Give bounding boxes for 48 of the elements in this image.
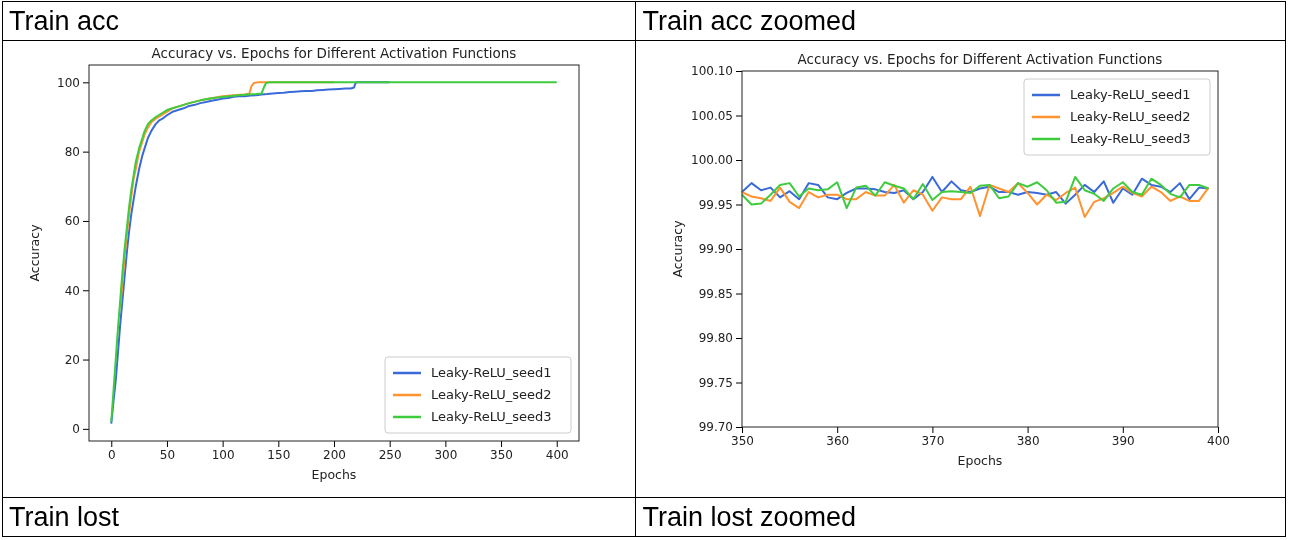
x-tick-label: 380 <box>1017 433 1041 448</box>
y-tick-label: 20 <box>64 352 80 367</box>
x-tick-label: 350 <box>490 447 513 462</box>
y-tick-label: 99.85 <box>699 286 734 301</box>
x-tick-label: 400 <box>1207 433 1231 448</box>
y-tick-label: 100.10 <box>691 64 734 79</box>
x-tick-label: 150 <box>267 447 291 462</box>
x-tick-label: 100 <box>211 447 235 462</box>
x-tick-label: 360 <box>826 433 850 448</box>
text: Train lost <box>2 497 636 537</box>
chart-subtitle: Train acc zoomed <box>635 1 1286 41</box>
y-axis-title: Accuracy <box>670 219 686 278</box>
x-tick-label: 0 <box>107 447 116 462</box>
y-tick-label: 99.95 <box>699 197 734 212</box>
x-tick-label: 300 <box>434 447 458 462</box>
y-tick-label: 0 <box>72 422 80 437</box>
x-tick-label: 200 <box>323 447 346 462</box>
x-tick-label: 250 <box>378 447 402 462</box>
line-series <box>741 182 1210 218</box>
y-tick-label: 99.75 <box>699 375 734 390</box>
x-tick-label: 50 <box>159 447 176 462</box>
y-tick-label: 100.05 <box>691 108 734 123</box>
chart-title: Accuracy vs. Epochs for Different Activation Functions <box>151 45 517 61</box>
y-tick-label: 99.90 <box>699 242 734 257</box>
y-tick-label: 40 <box>64 283 80 298</box>
legend-label: Leaky-ReLU_seed3 <box>431 409 552 424</box>
y-tick-label: 60 <box>64 214 80 229</box>
x-tick-label: 400 <box>545 447 569 462</box>
x-axis-title: Epochs <box>311 467 357 482</box>
y-axis-title: Accuracy <box>27 223 42 282</box>
legend-label: Leaky-ReLU_seed3 <box>1070 131 1192 146</box>
legend-label: Leaky-ReLU_seed2 <box>1070 109 1192 124</box>
legend-label: Leaky-ReLU_seed1 <box>431 365 552 380</box>
x-axis-title: Epochs <box>958 453 1003 468</box>
x-tick-label: 370 <box>921 433 945 448</box>
y-tick-label: 100.00 <box>691 153 734 168</box>
x-tick-label: 350 <box>731 433 755 448</box>
chart-subtitle: Train acc <box>2 1 636 41</box>
y-tick-label: 80 <box>64 144 80 159</box>
y-tick-label: 100 <box>57 75 80 90</box>
text: Train lost zoomed <box>635 497 1286 537</box>
line-series <box>110 81 558 423</box>
legend-label: Leaky-ReLU_seed1 <box>1070 87 1192 102</box>
legend-label: Leaky-ReLU_seed2 <box>431 387 552 402</box>
chart-title: Accuracy vs. Epochs for Different Activation Functions <box>798 51 1163 67</box>
y-tick-label: 99.80 <box>699 331 734 346</box>
y-tick-label: 99.70 <box>699 420 734 435</box>
x-tick-label: 390 <box>1112 433 1136 448</box>
